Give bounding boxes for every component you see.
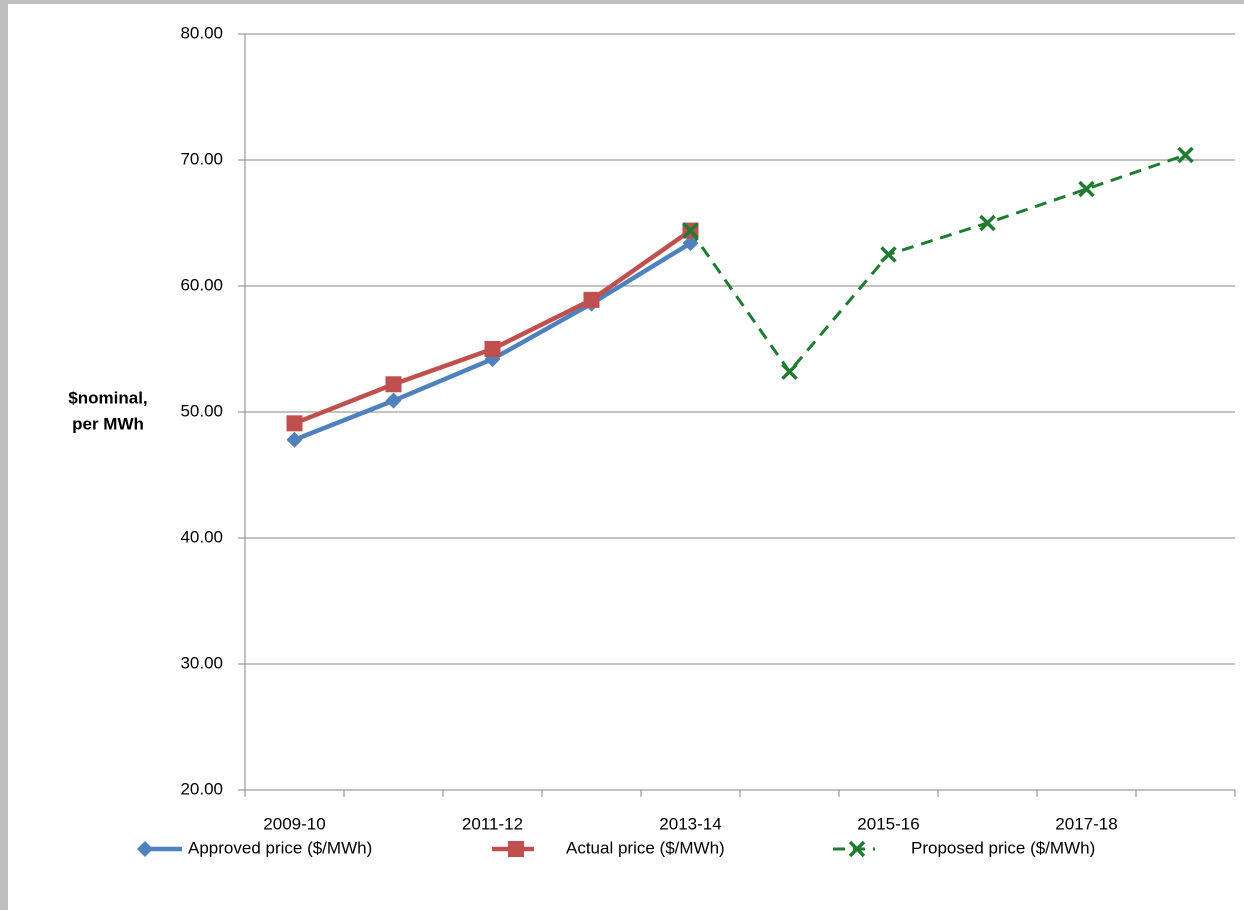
legend-label: Proposed price ($/MWh) — [911, 838, 1095, 857]
y-tick-label: 40.00 — [180, 527, 223, 546]
y-tick-label: 70.00 — [180, 149, 223, 168]
data-point — [979, 214, 996, 232]
x-tick-label: 2009-10 — [263, 814, 325, 833]
chart-background — [8, 4, 1244, 910]
data-point — [583, 291, 600, 308]
data-point — [1177, 146, 1194, 164]
y-tick-label: 50.00 — [180, 401, 223, 420]
data-point — [385, 376, 402, 393]
data-point — [1078, 180, 1095, 198]
x-tick-label: 2015-16 — [857, 814, 919, 833]
legend-marker — [848, 840, 866, 858]
data-point — [286, 415, 303, 432]
data-point — [484, 341, 501, 357]
y-tick-label: 60.00 — [180, 275, 223, 294]
x-tick-label: 2011-12 — [462, 814, 523, 833]
data-point — [682, 235, 699, 252]
y-tick-label: 20.00 — [180, 779, 223, 798]
y-tick-label: 80.00 — [180, 23, 223, 42]
x-tick-label: 2017-18 — [1055, 814, 1117, 833]
data-point — [286, 431, 303, 448]
x-tick-label: 2013-14 — [659, 814, 721, 833]
y-axis-label: per MWh — [72, 414, 144, 433]
y-tick-label: 30.00 — [180, 653, 223, 672]
legend-label: Approved price ($/MWh) — [188, 838, 372, 857]
legend-marker — [508, 841, 524, 857]
data-point — [781, 363, 798, 380]
data-point — [385, 392, 402, 409]
y-axis-label: $nominal, — [68, 388, 147, 407]
legend-marker — [137, 841, 153, 857]
data-point — [880, 246, 897, 263]
data-point — [682, 222, 699, 239]
series-line — [689, 153, 1186, 374]
legend-label: Actual price ($/MWh) — [566, 838, 725, 857]
